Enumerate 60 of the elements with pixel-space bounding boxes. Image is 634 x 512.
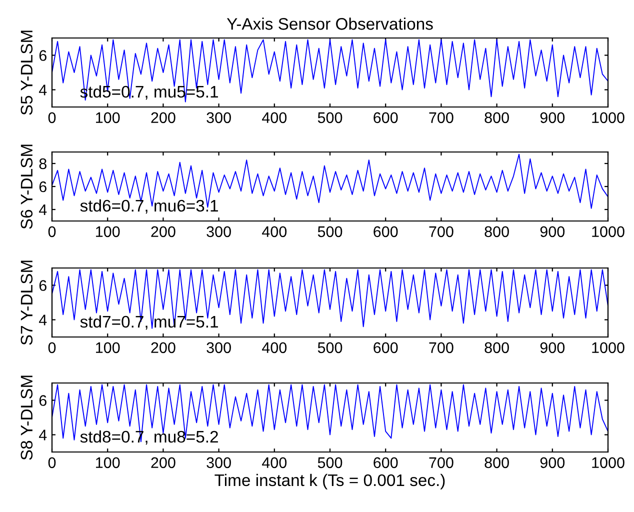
x-tick-label: 600 bbox=[374, 457, 398, 468]
x-tick-label: 500 bbox=[318, 112, 342, 124]
x-tick-label: 900 bbox=[540, 342, 565, 354]
x-tick-label: 500 bbox=[318, 457, 342, 468]
x-tick-label: 100 bbox=[96, 112, 120, 124]
x-tick-label: 100 bbox=[96, 226, 120, 238]
x-tick-label: 900 bbox=[540, 112, 565, 124]
x-tick-label: 800 bbox=[484, 342, 509, 354]
x-tick-label: 400 bbox=[262, 112, 287, 124]
y-tick-label: 6 bbox=[39, 50, 46, 61]
y-tick-label: 6 bbox=[39, 395, 46, 406]
y-tick-label: 8 bbox=[39, 158, 46, 170]
y-tick-label: 6 bbox=[39, 181, 46, 192]
x-tick-label: 800 bbox=[484, 457, 509, 468]
x-tick-label: 800 bbox=[484, 226, 509, 238]
annotation: std6=0.7, mu6=3.1 bbox=[80, 199, 218, 214]
x-tick-label: 0 bbox=[48, 112, 56, 124]
y-axis-title: S8 Y-DLSM bbox=[20, 376, 33, 460]
x-tick-label: 700 bbox=[429, 457, 454, 468]
x-tick-label: 700 bbox=[429, 226, 454, 238]
x-tick-label: 900 bbox=[540, 226, 565, 238]
x-tick-label: 0 bbox=[48, 457, 56, 468]
x-tick-label: 200 bbox=[151, 457, 176, 468]
chart-title: Y-Axis Sensor Observations bbox=[226, 18, 433, 30]
x-axis-title: Time instant k (Ts = 0.001 sec.) bbox=[214, 474, 445, 490]
x-tick-label: 600 bbox=[374, 342, 398, 354]
x-tick-label: 0 bbox=[48, 226, 56, 238]
x-tick-label: 700 bbox=[429, 342, 454, 354]
x-tick-label: 1000 bbox=[592, 342, 624, 354]
y-tick-label: 6 bbox=[39, 280, 46, 291]
x-tick-label: 1000 bbox=[592, 457, 624, 468]
x-tick-label: 400 bbox=[262, 226, 287, 238]
y-tick-label: 4 bbox=[38, 84, 47, 96]
x-tick-label: 300 bbox=[206, 457, 231, 468]
x-tick-label: 900 bbox=[540, 457, 565, 468]
x-tick-label: 400 bbox=[262, 457, 287, 468]
x-tick-label: 400 bbox=[262, 342, 287, 354]
x-tick-label: 800 bbox=[484, 112, 509, 124]
y-tick-label: 4 bbox=[38, 430, 47, 440]
x-tick-label: 600 bbox=[374, 226, 398, 238]
x-tick-label: 600 bbox=[374, 112, 398, 124]
y-axis-title: S6 Y-DLSM bbox=[20, 144, 33, 229]
x-tick-label: 300 bbox=[206, 342, 231, 354]
x-tick-label: 200 bbox=[151, 226, 176, 238]
x-tick-label: 700 bbox=[429, 112, 454, 124]
x-tick-label: 200 bbox=[151, 342, 176, 354]
x-tick-label: 1000 bbox=[592, 112, 624, 124]
x-tick-label: 200 bbox=[151, 112, 176, 124]
x-tick-label: 300 bbox=[206, 226, 231, 238]
x-tick-label: 500 bbox=[318, 226, 342, 238]
y-axis-title: S7 Y-DLSM bbox=[20, 260, 33, 345]
y-tick-label: 4 bbox=[38, 314, 47, 326]
x-tick-label: 100 bbox=[96, 342, 120, 354]
y-axis-title: S5 Y-DLSM bbox=[20, 30, 33, 115]
x-tick-label: 0 bbox=[48, 342, 56, 354]
x-tick-label: 100 bbox=[96, 457, 120, 468]
x-tick-label: 1000 bbox=[592, 226, 624, 238]
y-tick-label: 4 bbox=[38, 204, 47, 216]
x-tick-label: 300 bbox=[206, 112, 231, 124]
x-tick-label: 500 bbox=[318, 342, 342, 354]
